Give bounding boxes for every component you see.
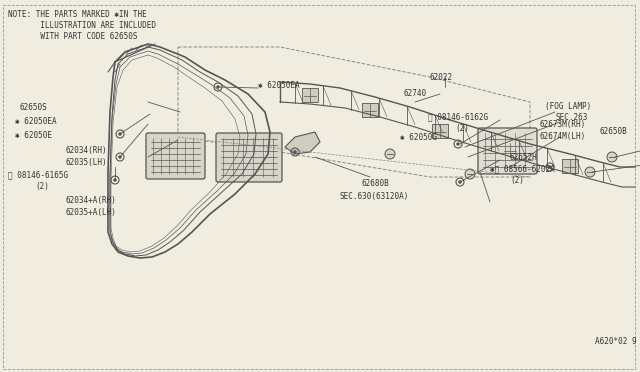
Text: SEC.263: SEC.263	[555, 113, 588, 122]
Text: 62650S: 62650S	[20, 103, 48, 112]
Circle shape	[385, 149, 395, 159]
Text: SEC.630(63120A): SEC.630(63120A)	[340, 192, 410, 202]
Text: 62680B: 62680B	[362, 180, 390, 189]
Circle shape	[458, 180, 461, 183]
Text: (FOG LAMP): (FOG LAMP)	[545, 103, 591, 112]
Text: 62034+A(RH): 62034+A(RH)	[65, 196, 116, 205]
Text: 62650B: 62650B	[600, 128, 628, 137]
Circle shape	[118, 155, 122, 158]
Bar	[432, 124, 448, 138]
FancyBboxPatch shape	[216, 133, 282, 182]
FancyBboxPatch shape	[146, 133, 205, 179]
Text: 62673M(RH): 62673M(RH)	[540, 121, 586, 129]
Bar	[502, 143, 518, 157]
Text: ✱ 62050EA: ✱ 62050EA	[258, 80, 300, 90]
Circle shape	[585, 167, 595, 177]
Bar	[302, 88, 318, 102]
Text: (2): (2)	[510, 176, 524, 185]
Text: WITH PART CODE 62650S: WITH PART CODE 62650S	[8, 32, 138, 41]
Text: 62034(RH): 62034(RH)	[65, 145, 107, 154]
Circle shape	[456, 142, 460, 145]
Circle shape	[294, 151, 296, 154]
Text: ✱Ⓑ 08566-6202A: ✱Ⓑ 08566-6202A	[490, 164, 555, 173]
Text: ILLUSTRATION ARE INCLUDED: ILLUSTRATION ARE INCLUDED	[8, 21, 156, 30]
Circle shape	[548, 166, 552, 169]
Text: NOTE: THE PARTS MARKED ✱IN THE: NOTE: THE PARTS MARKED ✱IN THE	[8, 10, 147, 19]
Bar	[362, 103, 378, 117]
Text: 62740: 62740	[403, 90, 426, 99]
Circle shape	[465, 169, 475, 179]
Text: 62035+A(LH): 62035+A(LH)	[65, 208, 116, 217]
Text: (2): (2)	[35, 183, 49, 192]
Circle shape	[607, 152, 617, 162]
Polygon shape	[285, 132, 320, 154]
Circle shape	[113, 179, 116, 182]
Circle shape	[216, 86, 220, 89]
Text: (2): (2)	[455, 124, 469, 132]
Text: 62035(LH): 62035(LH)	[65, 157, 107, 167]
Text: 62022: 62022	[430, 73, 453, 81]
Text: A620*02 9: A620*02 9	[595, 337, 637, 346]
Text: ✱ 62050G: ✱ 62050G	[400, 134, 437, 142]
Text: Ⓑ 08146-6162G: Ⓑ 08146-6162G	[428, 112, 488, 122]
Text: Ⓑ 08146-6165G: Ⓑ 08146-6165G	[8, 170, 68, 180]
Circle shape	[118, 132, 122, 135]
Text: ✱ 62050E: ✱ 62050E	[15, 131, 52, 140]
Bar	[562, 159, 578, 173]
Text: ✱ 62050EA: ✱ 62050EA	[15, 118, 56, 126]
Text: 62674M(LH): 62674M(LH)	[540, 131, 586, 141]
FancyBboxPatch shape	[478, 128, 537, 174]
Text: 62652H: 62652H	[510, 153, 538, 161]
